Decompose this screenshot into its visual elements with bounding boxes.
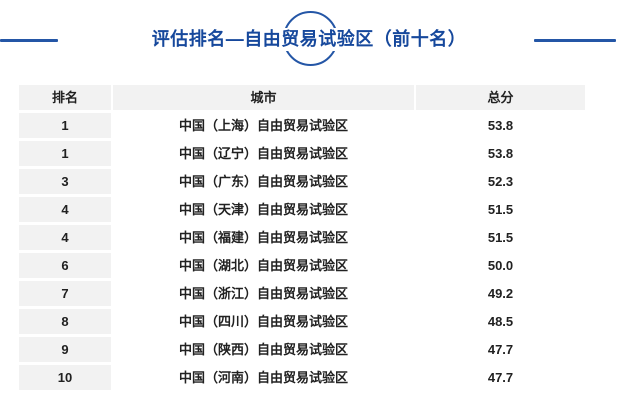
table-row: 4 中国（福建）自由贸易试验区 51.5 bbox=[19, 225, 585, 250]
score-cell: 49.2 bbox=[416, 281, 585, 306]
score-cell: 47.7 bbox=[416, 337, 585, 362]
city-cell: 中国（福建）自由贸易试验区 bbox=[113, 225, 414, 250]
ranking-table-body: 1 中国（上海）自由贸易试验区 53.8 1 中国（辽宁）自由贸易试验区 53.8 3 中国（… bbox=[19, 113, 585, 390]
table-row: 10 中国（河南）自由贸易试验区 47.7 bbox=[19, 365, 585, 390]
section-title: 评估排名—自由贸易试验区（前十名） bbox=[139, 28, 479, 51]
rank-cell: 9 bbox=[19, 337, 111, 362]
score-cell: 53.8 bbox=[416, 113, 585, 138]
city-cell: 中国（天津）自由贸易试验区 bbox=[113, 197, 414, 222]
rank-cell: 8 bbox=[19, 309, 111, 334]
table-row: 4 中国（天津）自由贸易试验区 51.5 bbox=[19, 197, 585, 222]
rank-cell: 4 bbox=[19, 197, 111, 222]
table-row: 7 中国（浙江）自由贸易试验区 49.2 bbox=[19, 281, 585, 306]
section-header: 评估排名—自由贸易试验区（前十名） bbox=[0, 0, 618, 80]
rank-cell: 7 bbox=[19, 281, 111, 306]
score-cell: 52.3 bbox=[416, 169, 585, 194]
city-cell: 中国（湖北）自由贸易试验区 bbox=[113, 253, 414, 278]
score-cell: 48.5 bbox=[416, 309, 585, 334]
score-cell: 53.8 bbox=[416, 141, 585, 166]
city-cell: 中国（浙江）自由贸易试验区 bbox=[113, 281, 414, 306]
table-row: 6 中国（湖北）自由贸易试验区 50.0 bbox=[19, 253, 585, 278]
header-right-rule bbox=[534, 39, 616, 42]
rank-cell: 1 bbox=[19, 113, 111, 138]
rank-cell: 6 bbox=[19, 253, 111, 278]
city-cell: 中国（上海）自由贸易试验区 bbox=[113, 113, 414, 138]
city-cell: 中国（辽宁）自由贸易试验区 bbox=[113, 141, 414, 166]
city-cell: 中国（广东）自由贸易试验区 bbox=[113, 169, 414, 194]
header-left-rule bbox=[0, 39, 58, 42]
table-row: 1 中国（上海）自由贸易试验区 53.8 bbox=[19, 113, 585, 138]
column-header-score: 总分 bbox=[416, 85, 585, 110]
table-row: 8 中国（四川）自由贸易试验区 48.5 bbox=[19, 309, 585, 334]
city-cell: 中国（陕西）自由贸易试验区 bbox=[113, 337, 414, 362]
rank-cell: 10 bbox=[19, 365, 111, 390]
score-cell: 51.5 bbox=[416, 197, 585, 222]
city-cell: 中国（四川）自由贸易试验区 bbox=[113, 309, 414, 334]
table-row: 1 中国（辽宁）自由贸易试验区 53.8 bbox=[19, 141, 585, 166]
column-header-city: 城市 bbox=[113, 85, 414, 110]
ranking-table: 排名 城市 总分 1 中国（上海）自由贸易试验区 53.8 1 中国（辽宁）自由贸易试验… bbox=[17, 82, 587, 393]
table-row: 3 中国（广东）自由贸易试验区 52.3 bbox=[19, 169, 585, 194]
rank-cell: 3 bbox=[19, 169, 111, 194]
score-cell: 51.5 bbox=[416, 225, 585, 250]
table-row: 9 中国（陕西）自由贸易试验区 47.7 bbox=[19, 337, 585, 362]
column-header-rank: 排名 bbox=[19, 85, 111, 110]
score-cell: 47.7 bbox=[416, 365, 585, 390]
rank-cell: 1 bbox=[19, 141, 111, 166]
table-header-row: 排名 城市 总分 bbox=[19, 85, 585, 110]
city-cell: 中国（河南）自由贸易试验区 bbox=[113, 365, 414, 390]
score-cell: 50.0 bbox=[416, 253, 585, 278]
rank-cell: 4 bbox=[19, 225, 111, 250]
